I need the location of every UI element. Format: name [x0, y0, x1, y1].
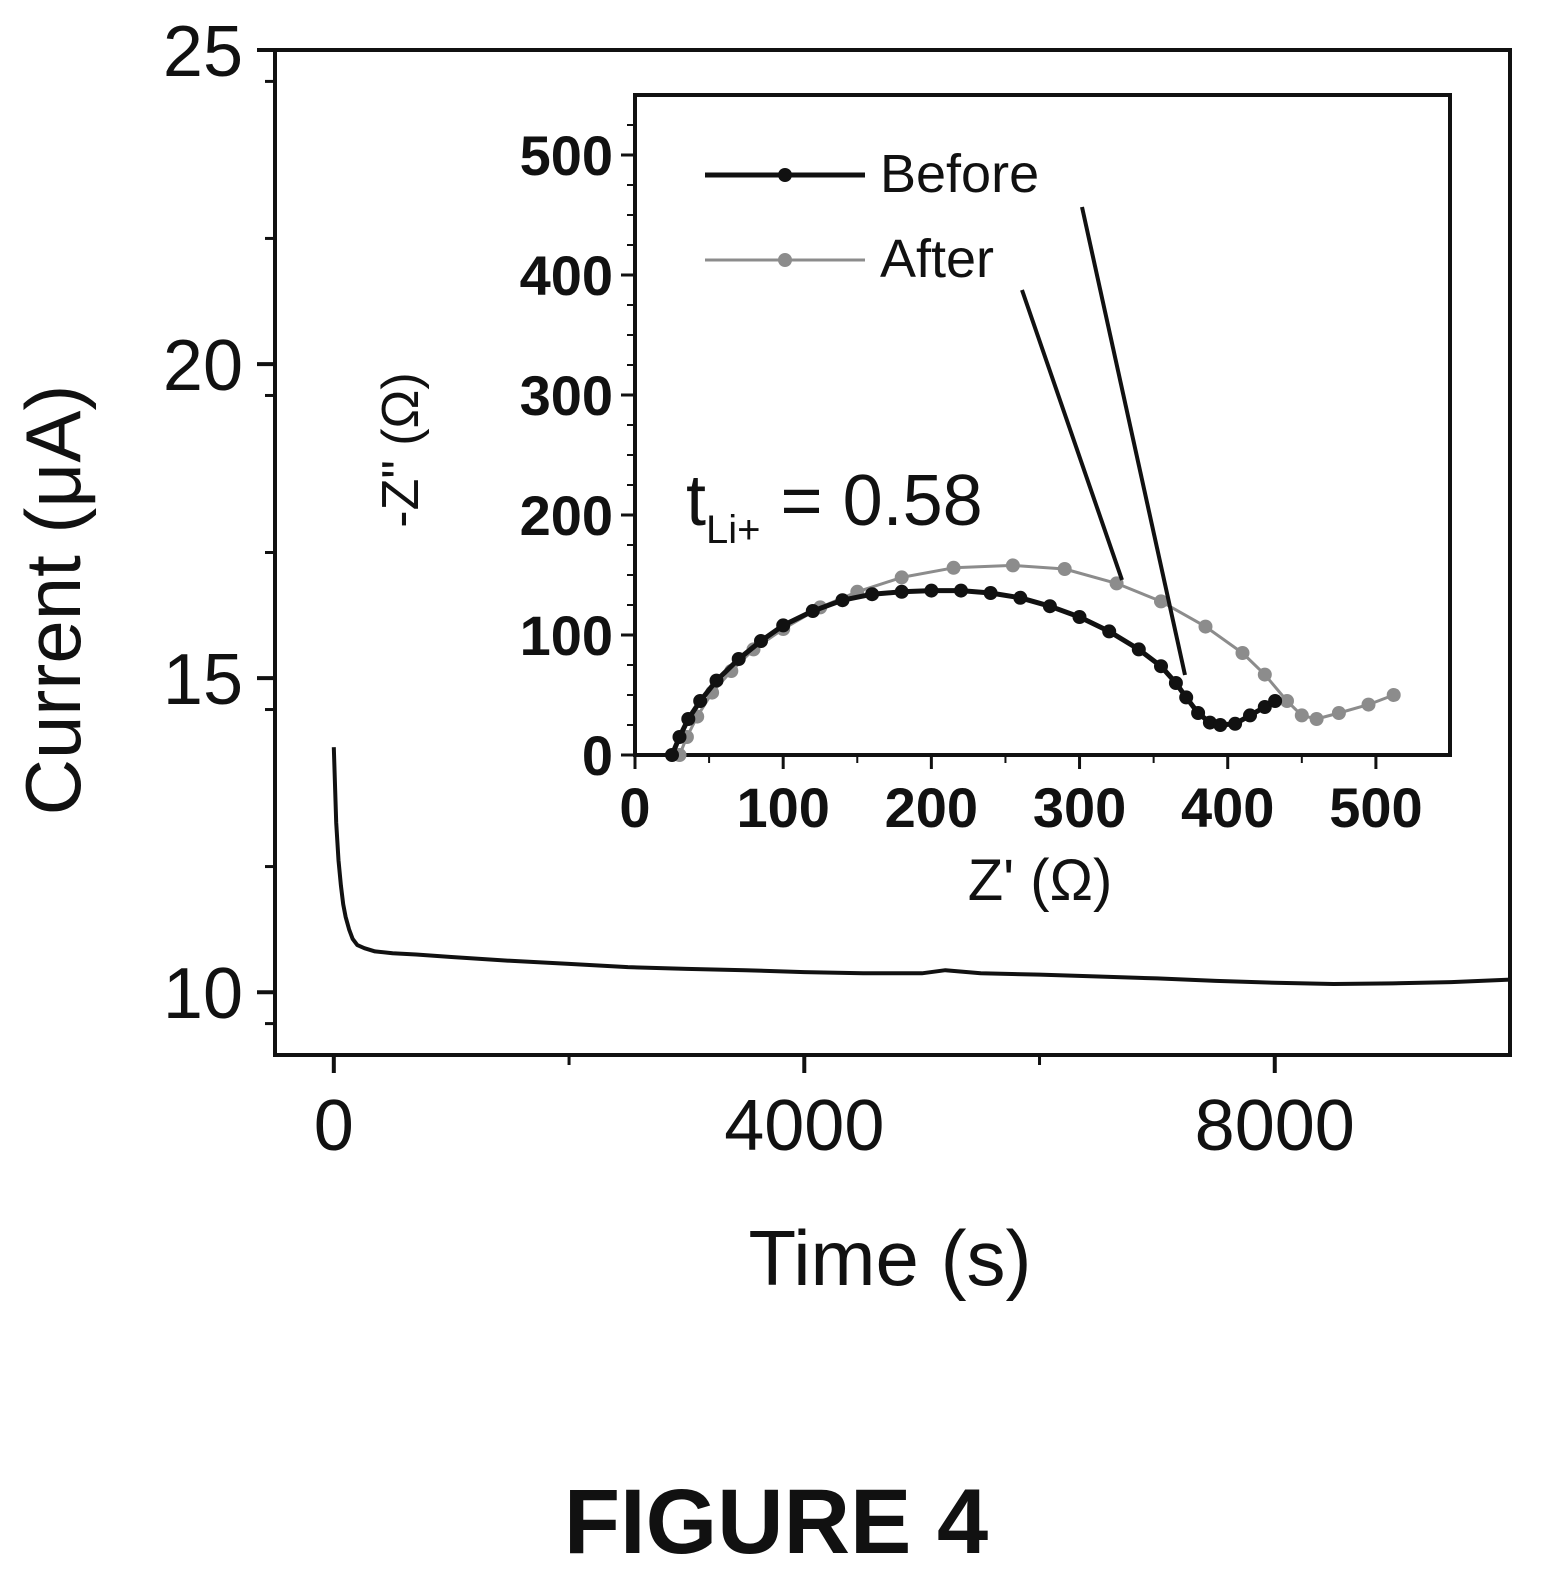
before-data-point [865, 587, 880, 602]
after-data-point [1154, 594, 1168, 609]
before-data-point [1013, 590, 1028, 605]
main-x-tick-label: 4000 [724, 1086, 884, 1166]
legend-after-marker [778, 253, 792, 267]
before-data-point [1243, 708, 1257, 723]
after-data-point [1361, 697, 1376, 712]
before-data-point [1131, 642, 1146, 657]
before-data-point [924, 583, 939, 598]
main-x-axis: 0 4000 8000 [314, 1055, 1355, 1166]
inset-y-axis-label: -Z" (Ω) [372, 372, 430, 528]
inset-y-axis: 0 100 200 300 400 500 [520, 124, 635, 787]
main-x-tick-label: 0 [314, 1086, 354, 1166]
inset-y-tick-label: 0 [582, 724, 613, 787]
before-data-point [1102, 624, 1117, 639]
after-data-point [1198, 619, 1213, 634]
before-data-point [1213, 718, 1228, 732]
before-data-point [754, 634, 768, 648]
inset-y-tick-label: 500 [520, 124, 613, 187]
legend-before-label: Before [880, 144, 1039, 204]
inset-x-tick-label: 400 [1181, 776, 1274, 839]
main-y-axis-label: Current (μA) [9, 385, 97, 816]
before-data-point [1228, 716, 1243, 731]
before-data-point [709, 673, 724, 688]
main-x-axis-label: Time (s) [748, 1214, 1031, 1302]
after-pointer-line [1020, 289, 1124, 581]
main-series [331, 747, 1511, 986]
before-data-point [1154, 659, 1168, 674]
before-data-point [1072, 610, 1087, 624]
transference-number-annotation: tLi+ = 0.58 [686, 461, 983, 552]
inset-legend: Before After [705, 144, 1039, 289]
before-data-point [1257, 700, 1272, 714]
before-data-point [1168, 676, 1183, 690]
after-data-point [1331, 706, 1346, 720]
before-data-point [835, 593, 850, 608]
after-data-point [1257, 667, 1272, 682]
before-data-point [1179, 690, 1194, 705]
before-data-point [954, 583, 968, 598]
main-x-tick-label: 8000 [1195, 1086, 1355, 1166]
inset-x-tick-label: 100 [736, 776, 829, 839]
after-data-point [1005, 558, 1020, 573]
before-data-point [665, 748, 679, 762]
before-data-point [681, 712, 696, 726]
before-data-point [1191, 706, 1206, 720]
after-data-point [1294, 708, 1309, 723]
annotation-value: = 0.58 [761, 461, 983, 541]
inset-x-tick-label: 200 [885, 776, 978, 839]
before-data-point [805, 604, 820, 618]
after-data-point [946, 560, 961, 575]
annotation-subscript: Li+ [706, 508, 761, 552]
inset-y-tick-label: 400 [520, 244, 613, 307]
main-y-tick-label: 15 [163, 640, 243, 720]
after-data-point [1309, 712, 1324, 726]
before-data-point [776, 618, 791, 633]
before-data-point [693, 694, 708, 708]
inset-x-axis-label: Z' (Ω) [968, 848, 1113, 913]
after-data-point [1280, 694, 1294, 708]
legend-before-marker [778, 168, 792, 182]
current-series-line [331, 747, 1511, 986]
inset-x-axis: 0 100 200 300 400 500 [619, 755, 1423, 839]
main-y-tick-label: 10 [163, 954, 243, 1034]
inset-x-tick-label: 500 [1329, 776, 1422, 839]
before-data-point [894, 584, 909, 599]
legend-after-label: After [880, 229, 994, 289]
after-data-point [1235, 646, 1250, 660]
inset-chart: 0 100 200 300 400 500 0 100 200 300 400 500 Z' (Ω)… [372, 93, 1452, 913]
inset-x-tick-label: 300 [1033, 776, 1126, 839]
main-y-tick-label: 20 [163, 326, 243, 406]
after-data-point [894, 570, 909, 585]
after-data-point [1386, 688, 1401, 702]
main-y-axis: 10 15 20 25 [163, 12, 275, 1034]
inset-y-tick-label: 200 [520, 484, 613, 547]
before-data-point [1042, 599, 1057, 614]
after-data-point [1057, 562, 1072, 576]
before-pointer-line [1080, 206, 1187, 676]
before-data-point [672, 730, 687, 744]
inset-background [635, 95, 1450, 755]
before-data-point [731, 652, 746, 666]
inset-y-tick-label: 300 [520, 364, 613, 427]
inset-y-tick-label: 100 [520, 604, 613, 667]
inset-x-tick-label: 0 [619, 776, 650, 839]
figure-caption: FIGURE 4 [563, 1471, 989, 1573]
before-data-point [1268, 694, 1283, 708]
main-y-tick-label: 25 [163, 12, 243, 92]
before-data-point [983, 586, 998, 600]
annotation-symbol: t [686, 461, 706, 541]
